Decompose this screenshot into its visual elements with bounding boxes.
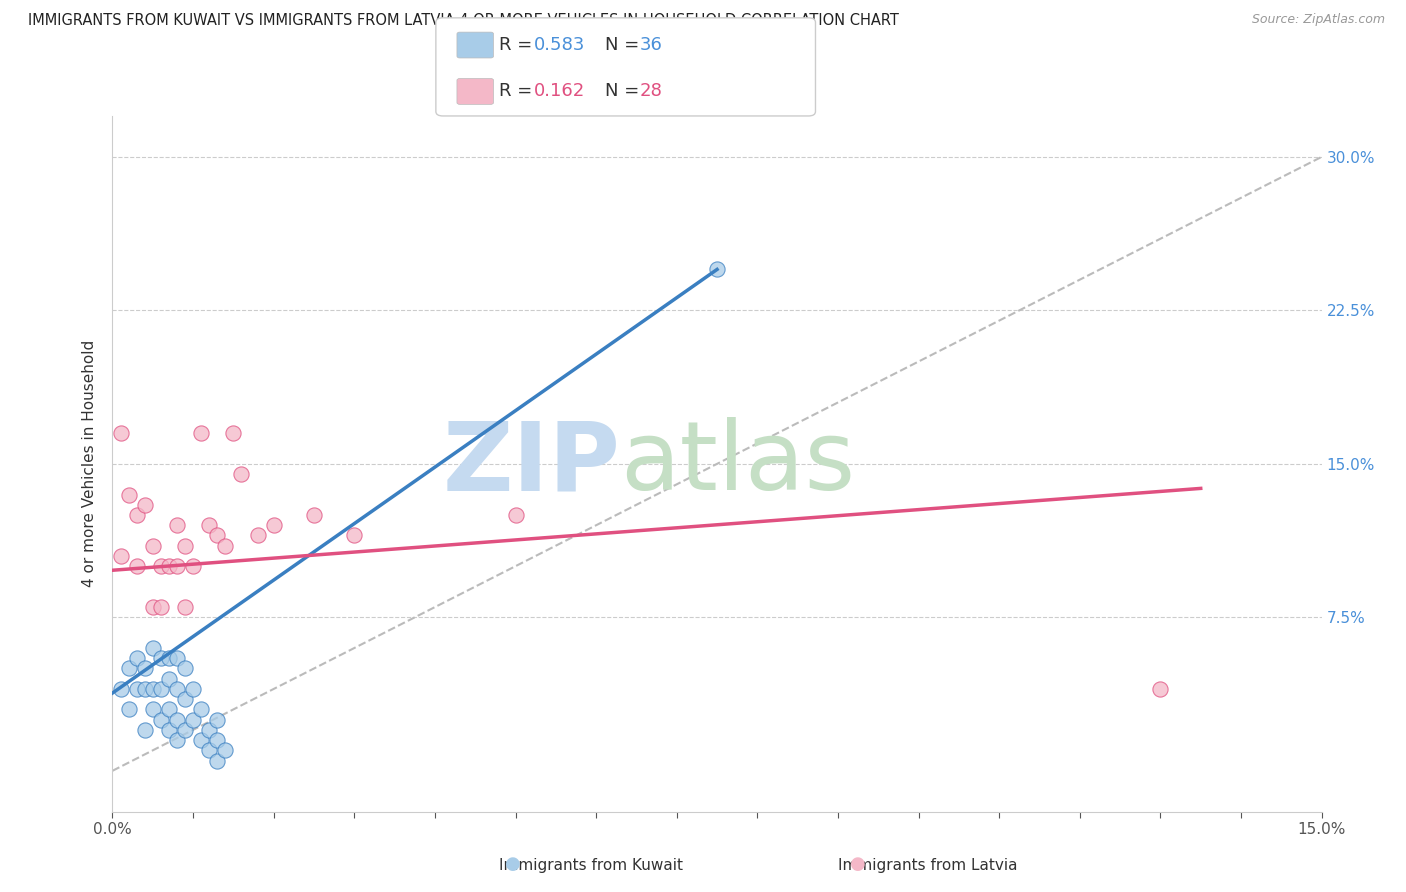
- Point: [142, 600, 165, 615]
- Point: [142, 640, 165, 655]
- Point: [166, 713, 188, 727]
- Point: [166, 681, 188, 696]
- Point: [166, 559, 188, 574]
- Text: atlas: atlas: [620, 417, 855, 510]
- Text: N =: N =: [605, 82, 644, 100]
- Point: [134, 498, 156, 512]
- Point: [222, 426, 245, 441]
- Point: [166, 733, 188, 747]
- Point: [157, 559, 180, 574]
- Point: [117, 487, 139, 501]
- Text: IMMIGRANTS FROM KUWAIT VS IMMIGRANTS FROM LATVIA 4 OR MORE VEHICLES IN HOUSEHOLD: IMMIGRANTS FROM KUWAIT VS IMMIGRANTS FRO…: [28, 13, 898, 29]
- Point: [134, 723, 156, 737]
- Point: [149, 681, 172, 696]
- Point: [157, 702, 180, 716]
- Point: [302, 508, 325, 522]
- Point: [149, 600, 172, 615]
- Point: [198, 518, 221, 533]
- Point: [198, 723, 221, 737]
- Text: Immigrants from Kuwait: Immigrants from Kuwait: [499, 858, 682, 872]
- Point: [246, 528, 269, 542]
- Point: [207, 754, 229, 768]
- Text: Immigrants from Latvia: Immigrants from Latvia: [838, 858, 1018, 872]
- Text: 28: 28: [640, 82, 662, 100]
- Point: [174, 692, 197, 706]
- Point: [166, 651, 188, 665]
- Point: [110, 426, 132, 441]
- Point: [505, 508, 527, 522]
- Point: [110, 549, 132, 563]
- Point: [149, 559, 172, 574]
- Text: Source: ZipAtlas.com: Source: ZipAtlas.com: [1251, 13, 1385, 27]
- Point: [174, 723, 197, 737]
- Point: [231, 467, 253, 481]
- Point: [149, 713, 172, 727]
- Point: [214, 743, 236, 757]
- Point: [142, 702, 165, 716]
- Point: [214, 539, 236, 553]
- Point: [198, 743, 221, 757]
- Text: ●: ●: [505, 855, 522, 872]
- Point: [174, 539, 197, 553]
- Point: [157, 672, 180, 686]
- Text: N =: N =: [605, 37, 644, 54]
- Point: [181, 713, 204, 727]
- Point: [190, 702, 212, 716]
- Text: R =: R =: [499, 82, 538, 100]
- Point: [157, 651, 180, 665]
- Point: [174, 661, 197, 675]
- Text: R =: R =: [499, 37, 538, 54]
- Text: ZIP: ZIP: [443, 417, 620, 510]
- Point: [125, 508, 148, 522]
- Text: ●: ●: [849, 855, 866, 872]
- Point: [343, 528, 366, 542]
- Text: 36: 36: [640, 37, 662, 54]
- Point: [142, 681, 165, 696]
- Point: [706, 262, 728, 277]
- Point: [157, 723, 180, 737]
- Point: [207, 713, 229, 727]
- Point: [174, 600, 197, 615]
- Point: [207, 733, 229, 747]
- Point: [134, 661, 156, 675]
- Point: [125, 559, 148, 574]
- Point: [1149, 681, 1171, 696]
- Text: 0.162: 0.162: [534, 82, 585, 100]
- Point: [263, 518, 285, 533]
- Point: [190, 733, 212, 747]
- Point: [181, 559, 204, 574]
- Point: [166, 518, 188, 533]
- Point: [134, 681, 156, 696]
- Point: [190, 426, 212, 441]
- Point: [110, 681, 132, 696]
- Y-axis label: 4 or more Vehicles in Household: 4 or more Vehicles in Household: [82, 340, 97, 588]
- Point: [125, 681, 148, 696]
- Point: [181, 681, 204, 696]
- Point: [142, 539, 165, 553]
- Point: [117, 661, 139, 675]
- Point: [149, 651, 172, 665]
- Text: 0.583: 0.583: [534, 37, 586, 54]
- Point: [117, 702, 139, 716]
- Point: [207, 528, 229, 542]
- Point: [125, 651, 148, 665]
